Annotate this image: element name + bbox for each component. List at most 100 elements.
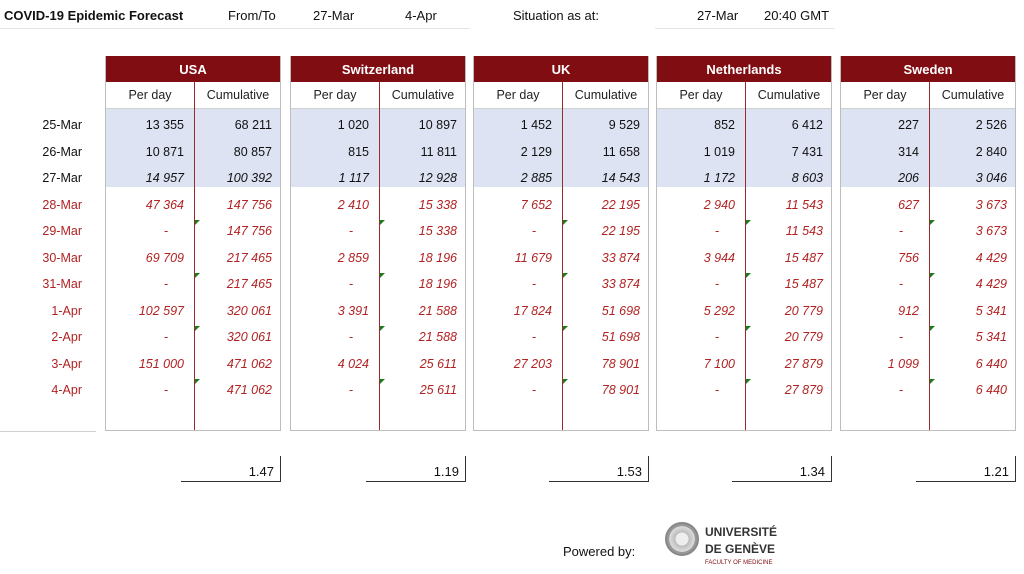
per-day-value: 69 709 (145, 250, 184, 265)
per-day-value: - (531, 224, 536, 238)
column-separator (745, 82, 746, 430)
country-block-switzerland: Switzerland Per day Cumulative 1 020 10 897 8… (290, 56, 466, 431)
cell-comment-marker-icon (380, 326, 385, 331)
cumulative-value: 11 543 (785, 224, 823, 238)
university-name-line2: DE GENÈVE (705, 542, 776, 556)
per-day-value: - (348, 224, 353, 238)
cumulative-header: Cumulative (391, 88, 455, 102)
cell-comment-marker-icon (930, 220, 935, 225)
header-divider (0, 28, 470, 29)
country-block-usa: USA Per day Cumulative 13 355 68 211 10 871 80… (105, 56, 281, 431)
per-day-value: - (898, 383, 903, 397)
per-day-header: Per day (496, 88, 540, 102)
cumulative-value: 15 487 (784, 277, 823, 291)
cell-comment-marker-icon (930, 273, 935, 278)
cumulative-value: 27 879 (784, 356, 823, 371)
date-label: 3-Apr (51, 356, 82, 371)
per-day-value: 1 452 (520, 118, 552, 132)
per-day-value: 852 (714, 118, 735, 132)
cell-comment-marker-icon (563, 220, 568, 225)
per-day-header: Per day (679, 88, 723, 102)
per-day-value: - (898, 224, 903, 238)
per-day-value: 14 957 (145, 171, 184, 185)
cumulative-value: 25 611 (419, 383, 457, 397)
per-day-value: 47 364 (145, 197, 184, 212)
cumulative-value: 320 061 (226, 303, 272, 318)
cumulative-value: 3 046 (975, 171, 1007, 185)
date-label: 30-Mar (42, 250, 82, 265)
per-day-value: 2 129 (520, 144, 552, 159)
cumulative-value: 5 341 (975, 330, 1007, 344)
per-day-value: 10 871 (145, 144, 184, 159)
date-label: 26-Mar (42, 144, 82, 159)
per-day-value: 4 024 (337, 356, 369, 371)
cumulative-value: 78 901 (601, 383, 640, 397)
per-day-value: 2 885 (520, 171, 552, 185)
cumulative-value: 6 440 (975, 356, 1007, 371)
cumulative-value: 6 412 (791, 118, 823, 132)
cumulative-value: 320 061 (226, 330, 272, 344)
actual-data-band (474, 108, 648, 187)
cumulative-value: 8 603 (791, 171, 823, 185)
cumulative-header: Cumulative (206, 88, 270, 102)
date-label: 25-Mar (42, 118, 82, 132)
per-day-value: 151 000 (138, 356, 184, 371)
per-day-value: - (163, 383, 168, 397)
cumulative-value: 68 211 (234, 118, 272, 132)
cumulative-value: 25 611 (419, 356, 457, 371)
subheader-divider (657, 108, 831, 109)
actual-data-band (657, 108, 831, 187)
cell-comment-marker-icon (195, 273, 200, 278)
per-day-value: - (531, 330, 536, 344)
growth-ratio: 1.34 (732, 456, 832, 482)
cumulative-value: 471 062 (226, 356, 272, 371)
cell-comment-marker-icon (746, 220, 751, 225)
to-date: 4-Apr (405, 8, 437, 23)
per-day-value: - (348, 277, 353, 291)
cumulative-value: 147 756 (226, 224, 272, 238)
per-day-value: 7 652 (520, 197, 552, 212)
cell-comment-marker-icon (195, 220, 200, 225)
cumulative-value: 3 673 (975, 197, 1007, 212)
date-label: 28-Mar (42, 197, 82, 212)
per-day-value: - (163, 277, 168, 291)
cumulative-value: 18 196 (418, 250, 457, 265)
cumulative-value: 15 338 (418, 197, 457, 212)
cell-comment-marker-icon (380, 379, 385, 384)
per-day-value: - (898, 330, 903, 344)
country-header: Netherlands (657, 56, 831, 82)
per-day-value: 7 100 (703, 356, 735, 371)
cumulative-value: 22 195 (601, 197, 640, 212)
per-day-value: - (163, 330, 168, 344)
growth-ratio: 1.21 (916, 456, 1016, 482)
country-block-sweden: Sweden Per day Cumulative 227 2 526 314 2 840 2… (840, 56, 1016, 431)
column-separator (379, 82, 380, 430)
date-label: 2-Apr (51, 330, 82, 344)
per-day-value: 1 099 (887, 356, 919, 371)
column-separator (562, 82, 563, 430)
situation-date: 27-Mar (697, 8, 739, 23)
per-day-value: 1 117 (338, 171, 369, 185)
cell-comment-marker-icon (746, 379, 751, 384)
per-day-value: 756 (898, 250, 919, 265)
per-day-header: Per day (128, 88, 172, 102)
cumulative-value: 18 196 (418, 277, 457, 291)
per-day-value: 2 859 (337, 250, 369, 265)
university-seal-icon (665, 522, 699, 556)
cumulative-value: 2 840 (975, 144, 1007, 159)
per-day-value: 27 203 (513, 356, 552, 371)
actual-data-band (841, 108, 1015, 187)
from-to-label: From/To (228, 8, 276, 23)
cumulative-value: 217 465 (226, 277, 272, 291)
cumulative-header: Cumulative (757, 88, 821, 102)
cumulative-value: 21 588 (418, 303, 457, 318)
cumulative-value: 33 874 (601, 250, 640, 265)
date-label: 4-Apr (51, 383, 82, 397)
per-day-value: 1 019 (703, 144, 735, 159)
university-name-line1: UNIVERSITÉ (705, 525, 778, 539)
situation-time: 20:40 GMT (764, 8, 830, 23)
from-date: 27-Mar (313, 8, 355, 23)
country-header: Sweden (841, 56, 1015, 82)
country-header: Switzerland (291, 56, 465, 82)
cell-comment-marker-icon (195, 326, 200, 331)
